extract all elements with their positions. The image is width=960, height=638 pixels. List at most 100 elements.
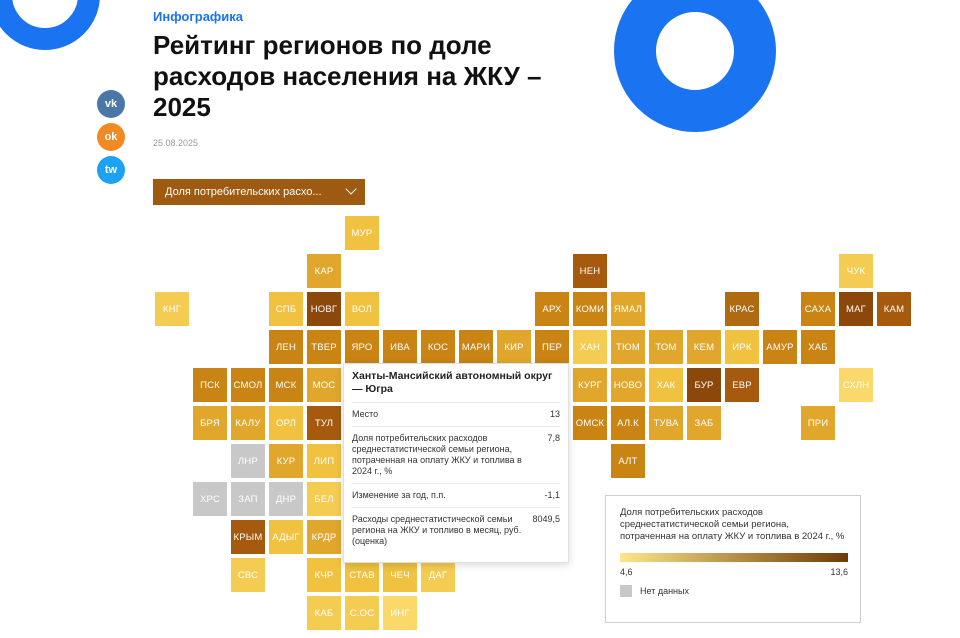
region-tile[interactable]: ДАГ <box>421 558 455 592</box>
share-twitter-button[interactable]: tw <box>97 156 125 184</box>
region-tile[interactable]: ИРК <box>725 330 759 364</box>
region-tile[interactable]: НЕН <box>573 254 607 288</box>
region-tile[interactable]: КЧР <box>307 558 341 592</box>
region-tile[interactable]: СМОЛ <box>231 368 265 402</box>
region-tile[interactable]: БЕЛ <box>307 482 341 516</box>
ok-icon: ok <box>104 131 118 143</box>
tooltip-row-value: 7,8 <box>547 433 560 443</box>
region-tile[interactable]: НОВГ <box>307 292 341 326</box>
legend-title: Доля потребительских расходов среднестат… <box>620 507 845 542</box>
region-tile[interactable]: ИВА <box>383 330 417 364</box>
region-tile[interactable]: С.ОС <box>345 596 379 630</box>
region-tile[interactable]: АЛ.К <box>611 406 645 440</box>
region-tile[interactable]: КАМ <box>877 292 911 326</box>
region-tile[interactable]: ЛЕН <box>269 330 303 364</box>
region-tile[interactable]: ЗАБ <box>687 406 721 440</box>
region-tile[interactable]: ЗАП <box>231 482 265 516</box>
region-tile[interactable]: МАРИ <box>459 330 493 364</box>
region-tile[interactable]: МУР <box>345 216 379 250</box>
page-title: Рейтинг регионов по доле расходов населе… <box>153 30 542 122</box>
region-tile[interactable]: НОВО <box>611 368 645 402</box>
decorative-ring-top-left <box>0 0 100 50</box>
region-tile[interactable]: САХА <box>801 292 835 326</box>
region-tile[interactable]: ПРИ <box>801 406 835 440</box>
region-tooltip: Ханты-Мансийский автономный округ — Югра… <box>343 363 569 563</box>
tooltip-row-value: 8049,5 <box>532 514 560 524</box>
region-tile[interactable]: АДЫГ <box>269 520 303 554</box>
legend-gradient-bar <box>620 553 848 562</box>
region-tile[interactable]: ХАК <box>649 368 683 402</box>
region-tile[interactable]: КИР <box>497 330 531 364</box>
region-tile[interactable]: ИНГ <box>383 596 417 630</box>
region-tile[interactable]: КАР <box>307 254 341 288</box>
tooltip-row: Доля потребительских расходов среднестат… <box>352 426 560 483</box>
category-label[interactable]: Инфографика <box>153 9 244 24</box>
legend-no-data: Нет данных <box>620 585 846 597</box>
publish-date: 25.08.2025 <box>153 138 199 148</box>
region-tile[interactable]: КУРГ <box>573 368 607 402</box>
region-tile[interactable]: КРДР <box>307 520 341 554</box>
region-tile[interactable]: СТАВ <box>345 558 379 592</box>
region-tile[interactable]: БРЯ <box>193 406 227 440</box>
region-tile[interactable]: КЕМ <box>687 330 721 364</box>
region-tile[interactable]: ДНР <box>269 482 303 516</box>
region-tile[interactable]: КРАС <box>725 292 759 326</box>
tooltip-row: Изменение за год, п.п. -1,1 <box>352 483 560 507</box>
no-data-swatch <box>620 585 632 597</box>
vk-icon: vk <box>104 98 118 110</box>
region-tile[interactable]: ЧЕЧ <box>383 558 417 592</box>
region-tile[interactable]: ВОЛ <box>345 292 379 326</box>
region-tile[interactable]: АМУР <box>763 330 797 364</box>
decorative-ring-top-right <box>614 0 776 132</box>
region-tile[interactable]: КАБ <box>307 596 341 630</box>
twitter-icon: tw <box>104 164 118 176</box>
region-tile[interactable]: КОМИ <box>573 292 607 326</box>
region-tile[interactable]: МАГ <box>839 292 873 326</box>
region-tile[interactable]: КАЛУ <box>231 406 265 440</box>
tooltip-row-label: Место <box>352 409 379 419</box>
share-vk-button[interactable]: vk <box>97 90 125 118</box>
region-tile[interactable]: ЯРО <box>345 330 379 364</box>
region-tile[interactable]: ТУВА <box>649 406 683 440</box>
region-tile[interactable]: ЧУК <box>839 254 873 288</box>
region-tile[interactable]: СВС <box>231 558 265 592</box>
region-tile[interactable]: АЛТ <box>611 444 645 478</box>
region-tile[interactable]: ПСК <box>193 368 227 402</box>
region-tile[interactable]: БУР <box>687 368 721 402</box>
region-tile[interactable]: СПБ <box>269 292 303 326</box>
region-tile[interactable]: КРЫМ <box>231 520 265 554</box>
legend-max: 13,6 <box>830 567 848 577</box>
share-ok-button[interactable]: ok <box>97 123 125 151</box>
region-tile[interactable]: ЕВР <box>725 368 759 402</box>
region-tile[interactable]: МОС <box>307 368 341 402</box>
region-tile[interactable]: ЛИП <box>307 444 341 478</box>
region-tile[interactable]: ТВЕР <box>307 330 341 364</box>
region-tile[interactable]: ОМСК <box>573 406 607 440</box>
region-tile[interactable]: ТОМ <box>649 330 683 364</box>
no-data-label: Нет данных <box>640 586 689 596</box>
indicator-select[interactable]: Доля потребительских расхо... <box>153 179 365 205</box>
tooltip-title: Ханты-Мансийский автономный округ — Югра <box>352 370 553 395</box>
region-tile[interactable]: КОС <box>421 330 455 364</box>
region-tile[interactable]: АРХ <box>535 292 569 326</box>
tooltip-row-label: Доля потребительских расходов среднестат… <box>352 433 522 476</box>
region-tile[interactable]: ПЕР <box>535 330 569 364</box>
region-tile[interactable]: ОРЛ <box>269 406 303 440</box>
tooltip-row-value: -1,1 <box>544 490 560 500</box>
indicator-select-value: Доля потребительских расхо... <box>165 186 322 198</box>
tooltip-row: Расходы среднестатистической семьи регио… <box>352 507 560 553</box>
region-tile[interactable]: КНГ <box>155 292 189 326</box>
region-tile[interactable]: ХАН <box>573 330 607 364</box>
region-tile[interactable]: ТУЛ <box>307 406 341 440</box>
region-tile[interactable]: ХРС <box>193 482 227 516</box>
region-tile[interactable]: ЛНР <box>231 444 265 478</box>
legend-min: 4,6 <box>620 567 633 577</box>
chevron-down-icon <box>345 183 357 195</box>
region-tile[interactable]: ХАБ <box>801 330 835 364</box>
region-tile[interactable]: МСК <box>269 368 303 402</box>
region-tile[interactable]: КУР <box>269 444 303 478</box>
region-tile[interactable]: ТЮМ <box>611 330 645 364</box>
region-tile[interactable]: ЯМАЛ <box>611 292 645 326</box>
tooltip-row-label: Расходы среднестатистической семьи регио… <box>352 514 522 546</box>
region-tile[interactable]: СХЛН <box>839 368 873 402</box>
